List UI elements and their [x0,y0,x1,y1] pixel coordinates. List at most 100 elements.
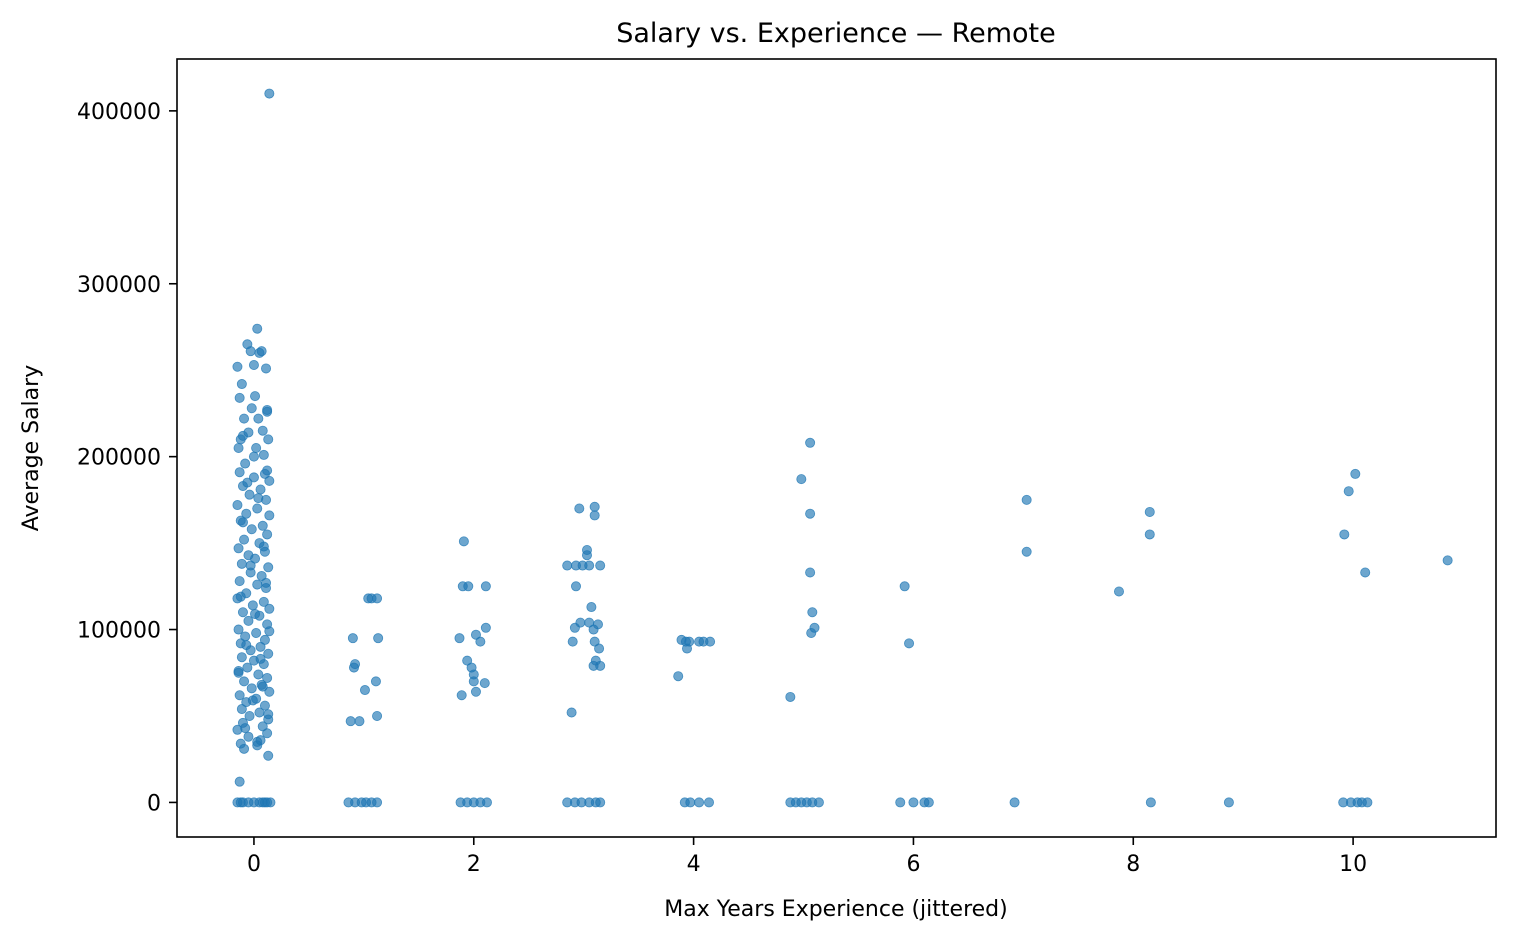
scatter-point [1144,506,1155,517]
scatter-point [251,627,262,638]
x-axis-label: Max Years Experience (jittered) [664,897,1007,922]
x-tick-label: 6 [906,852,920,877]
scatter-point [261,577,272,588]
scatter-point [241,640,252,651]
scatter-point [232,500,243,511]
scatter-point [454,633,465,644]
scatter-point [354,716,365,727]
scatter-point [264,510,275,521]
chart-title: Salary vs. Experience — Remote [616,18,1056,49]
scatter-point [480,622,491,633]
scatter-point [569,622,580,633]
scatter-point [359,685,370,696]
scatter-point [252,736,263,747]
scatter-point [240,458,251,469]
scatter-point [264,88,275,99]
scatter-point [456,690,467,701]
scatter-point [345,716,356,727]
scatter-point [479,678,490,689]
scatter-point [463,581,474,592]
scatter-point [257,425,268,436]
scatter-point [480,581,491,592]
scatter-point [595,797,606,808]
scatter-point [248,360,259,371]
scatter-point [586,602,597,613]
scatter-point [234,776,245,787]
y-tick-label: 200000 [77,446,161,471]
scatter-point [348,662,359,673]
scatter-point [263,648,274,659]
scatter-point [247,600,258,611]
scatter-point [235,797,246,808]
scatter-point [252,579,263,590]
scatter-point [261,363,272,374]
scatter-point [372,797,383,808]
scatter-point [239,676,250,687]
scatter-point [257,520,268,531]
scatter-point [588,624,599,635]
scatter-point [581,550,592,561]
scatter-point [1021,494,1032,505]
scatter-point [254,707,265,718]
scatter-point [241,508,252,519]
scatter-point [239,743,250,754]
scatter-point [258,449,269,460]
scatter-point [253,413,264,424]
scatter-point [895,797,906,808]
scatter-point [233,624,244,635]
scatter-point [237,517,248,528]
scatter-point [239,534,250,545]
scatter-point [253,669,264,680]
scatter-point [255,653,266,664]
scatter-point [239,413,250,424]
scatter-point [250,391,261,402]
scatter-point [243,731,254,742]
scatter-point [805,567,816,578]
scatter-point [1339,529,1350,540]
x-axis-ticks: 0 2 4 6 8 10 [247,837,1367,877]
scatter-point [255,484,266,495]
scatter-point [595,660,606,671]
scatter-point [1144,529,1155,540]
scatter-point [806,627,817,638]
scatter-point [257,681,268,692]
scatter-point [470,686,481,697]
scatter-point [468,676,479,687]
scatter-point [242,477,253,488]
scatter-point [246,683,257,694]
scatter-point [562,560,573,571]
scatter-point [235,591,246,602]
scatter-point [236,379,247,390]
scatter-point [264,603,275,614]
scatter-point [263,562,274,573]
scatter-point [1362,797,1373,808]
scatter-point [458,536,469,547]
scatter-point [796,474,807,485]
scatter-point [923,797,934,808]
scatter-point [233,543,244,554]
y-tick-label: 0 [147,791,161,816]
scatter-point [257,797,268,808]
scatter-point [251,442,262,453]
scatter-point [253,493,264,504]
scatter-point [372,593,383,604]
x-tick-label: 10 [1339,852,1367,877]
scatter-point [370,676,381,687]
x-tick-label: 4 [687,852,701,877]
scatter-point [243,615,254,626]
scatter-point [594,643,605,654]
y-tick-label: 300000 [77,273,161,298]
scatter-point [262,728,273,739]
scatter-point [234,467,245,478]
scatter-point [258,541,269,552]
scatter-point [571,581,582,592]
scatter-point [234,392,245,403]
scatter-point [567,636,578,647]
scatter-point [347,633,358,644]
scatter-point [574,503,585,514]
scatter-point [262,672,273,683]
scatter-point [372,710,383,721]
scatter-point [904,638,915,649]
scatter-point [236,652,247,663]
